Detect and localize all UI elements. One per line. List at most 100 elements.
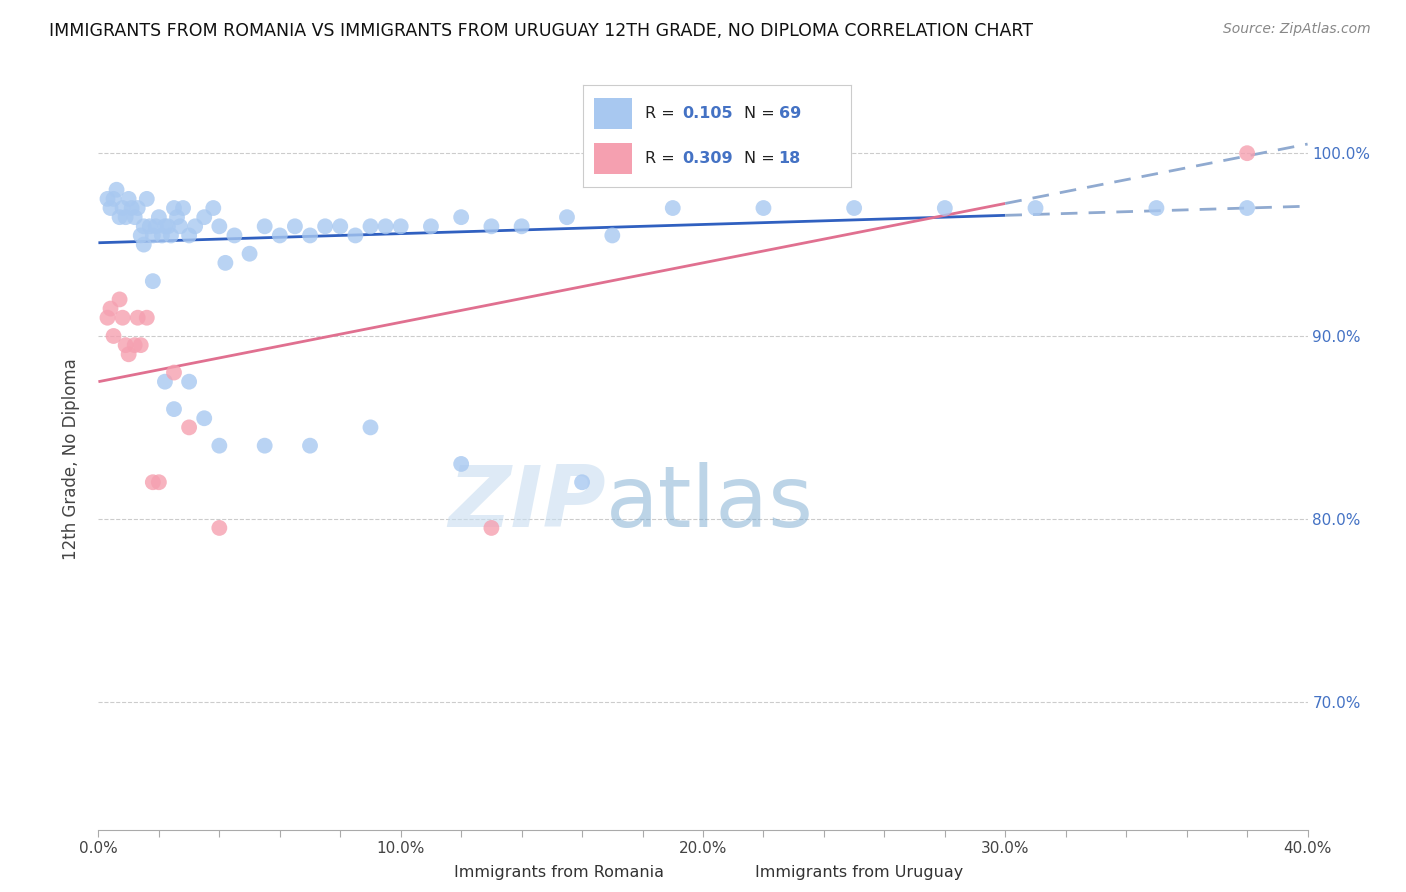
Point [224,228,246,243]
Point [450,210,472,224]
Point [1236,146,1258,161]
Point [934,201,956,215]
Text: atlas: atlas [606,462,814,545]
Point [124,210,146,224]
Point [169,219,191,234]
Point [571,475,593,490]
Point [844,201,866,215]
Text: N =: N = [744,106,780,121]
Point [163,201,186,215]
Point [108,293,131,307]
Point [145,219,167,234]
Point [374,219,396,234]
Point [163,366,186,380]
Point [752,201,775,215]
Point [156,219,179,234]
Point [344,228,367,243]
Point [172,201,194,215]
Point [299,439,322,453]
Point [166,210,188,224]
Point [142,274,165,288]
Point [111,310,134,325]
Point [179,228,201,243]
Point [284,219,307,234]
Point [510,219,533,234]
Point [129,338,152,352]
Point [269,228,291,243]
Point [481,521,503,535]
Point [118,192,141,206]
Point [148,475,170,490]
Point [389,219,412,234]
Point [253,219,276,234]
Text: 0.309: 0.309 [682,151,733,166]
Point [481,219,503,234]
Point [163,402,186,417]
Point [661,201,683,215]
Point [202,201,225,215]
Point [100,201,122,215]
Text: R =: R = [645,106,681,121]
Text: N =: N = [744,151,780,166]
Point [184,219,207,234]
Point [179,420,201,434]
Point [1144,201,1167,215]
Point [555,210,578,224]
Text: ZIP: ZIP [449,462,606,545]
Text: IMMIGRANTS FROM ROMANIA VS IMMIGRANTS FROM URUGUAY 12TH GRADE, NO DIPLOMA CORREL: IMMIGRANTS FROM ROMANIA VS IMMIGRANTS FR… [49,22,1033,40]
Point [1236,201,1258,215]
Point [142,475,165,490]
Point [314,219,336,234]
Point [239,246,262,260]
FancyBboxPatch shape [595,144,631,174]
Point [193,210,215,224]
Point [360,420,382,434]
Point [208,439,231,453]
Point [103,329,125,343]
Point [253,439,276,453]
Point [160,228,183,243]
Point [148,210,170,224]
Point [142,228,165,243]
Point [208,219,231,234]
FancyBboxPatch shape [595,98,631,128]
Point [135,192,157,206]
Point [132,219,155,234]
Point [105,183,128,197]
Point [114,338,136,352]
Text: 0.105: 0.105 [682,106,733,121]
Point [193,411,215,425]
Point [299,228,322,243]
Point [124,338,146,352]
Point [96,192,118,206]
Point [127,201,149,215]
Point [153,375,176,389]
Point [118,347,141,361]
Point [135,310,157,325]
Text: Immigrants from Uruguay: Immigrants from Uruguay [755,865,963,880]
Text: R =: R = [645,151,681,166]
Point [96,310,118,325]
Text: 69: 69 [779,106,801,121]
Point [360,219,382,234]
Point [129,228,152,243]
Y-axis label: 12th Grade, No Diploma: 12th Grade, No Diploma [62,359,80,560]
Point [420,219,443,234]
Point [329,219,352,234]
Point [602,228,624,243]
Point [108,210,131,224]
Point [139,219,162,234]
Point [179,375,201,389]
Point [127,310,149,325]
Point [100,301,122,316]
Point [121,201,143,215]
Point [114,210,136,224]
Point [450,457,472,471]
Point [214,256,236,270]
Text: 18: 18 [779,151,801,166]
Point [103,192,125,206]
Point [208,521,231,535]
Text: Immigrants from Romania: Immigrants from Romania [454,865,664,880]
Point [153,219,176,234]
Point [132,237,155,252]
